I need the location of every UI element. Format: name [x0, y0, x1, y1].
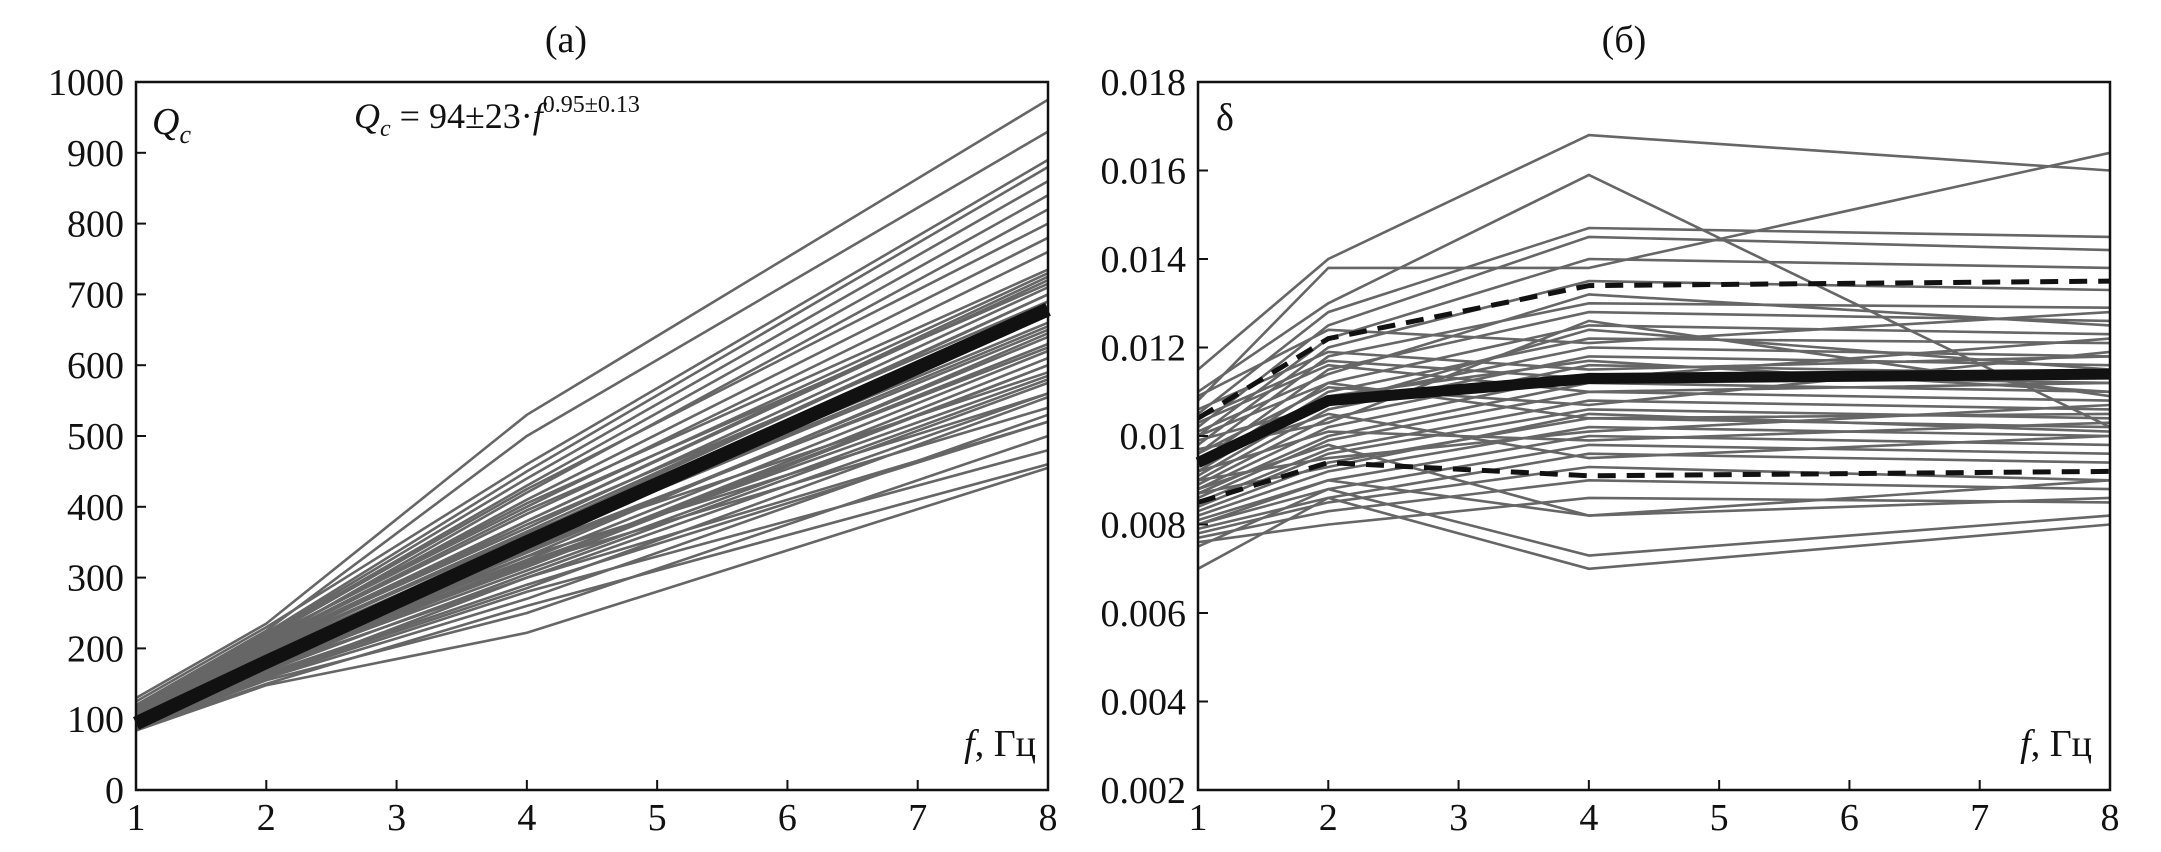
panel-b-series-line-36 [1197, 310, 2111, 398]
panel-b-series-line-18 [1197, 399, 2111, 504]
panel-b-series-line-37 [1197, 328, 2111, 442]
panel-b-series-line-2 [1197, 173, 2111, 429]
panel-b-series-line-3 [1197, 151, 2111, 402]
panel-a-series-line-16 [135, 158, 1049, 703]
panel-a-title: (а) [545, 19, 587, 61]
panel-a-x-tick-label: 1 [127, 797, 146, 839]
panel-a-x-axis-label: f, Гц [964, 723, 1036, 765]
panel-a-x-tick-label: 3 [387, 797, 406, 839]
panel-a-y-tick-label: 800 [67, 204, 124, 246]
panel-b-series-line-9 [1197, 310, 2111, 464]
panel-a-y-tick-label: 500 [67, 416, 124, 458]
panel-b-mean-line-group [1195, 368, 2111, 468]
panel-a-y-ticks: 0 100 200 300 400 500 600 700 800 900 1000 [48, 62, 146, 812]
panel-b-series-line-42 [1197, 337, 2111, 420]
panel-b-series-line-26 [1197, 478, 2111, 540]
panel-a-x-tick-label: 4 [517, 797, 536, 839]
panel-b-y-axis-label: δ [1216, 97, 1234, 139]
panel-b-series-line-41 [1197, 293, 2111, 433]
panel-b-series-line-8 [1197, 301, 2111, 455]
panel-a-series-line-43 [135, 275, 1049, 712]
panel-b-series-line-5 [1197, 235, 2111, 429]
panel-a-y-tick-label: 900 [67, 133, 124, 175]
panel-b-y-tick-label: 0.01 [1120, 416, 1187, 458]
panel-b-series-line-22 [1197, 434, 2111, 522]
panel-b-series-line-40 [1197, 403, 2111, 482]
panel-a-individual-lines [135, 98, 1049, 732]
panel-a-y-tick-label: 200 [67, 628, 124, 670]
panel-a-series-line-45 [135, 268, 1049, 710]
panel-a-y-tick-label: 300 [67, 558, 124, 600]
panel-b-y-tick-label: 0.008 [1101, 505, 1187, 547]
panel-a-x-tick-label: 2 [257, 797, 276, 839]
panel-b-y-tick-label: 0.002 [1101, 770, 1187, 812]
panel-b-series-line-39 [1197, 421, 2111, 473]
panel-b-x-tick-label: 2 [1319, 797, 1338, 839]
panel-b-series-line-12 [1197, 346, 2111, 477]
panel-b-x-tick-label: 3 [1449, 797, 1468, 839]
panel-b-series-line-13 [1197, 355, 2111, 482]
panel-a-x-tick-label: 6 [778, 797, 797, 839]
panel-a-series-line-44 [135, 282, 1049, 711]
panel-b-individual-lines [1197, 133, 2111, 571]
panel-b-series-line-33 [1197, 381, 2111, 438]
panel-a-y-tick-label: 600 [67, 345, 124, 387]
panel-b-lower-bound-line [1197, 460, 2111, 505]
panel-a-series-line-33 [135, 165, 1049, 707]
panel-b-x-tick-label: 4 [1579, 797, 1598, 839]
panel-b-series-line-10 [1197, 324, 2111, 469]
panel-a-x-ticks: 1 2 3 4 5 6 7 8 [127, 780, 1058, 839]
panel-b-x-tick-label: 7 [1970, 797, 1989, 839]
panel-b-series-line-30 [1197, 478, 2111, 526]
panel-b-y-tick-label: 0.012 [1101, 328, 1187, 370]
panel-b-bound-lines [1196, 278, 2111, 505]
panel-a-mean-line-group [133, 302, 1051, 730]
panel-a-y-tick-label: 700 [67, 274, 124, 316]
panel-b-series-line-31 [1197, 443, 2111, 517]
panel-b-series-line-29 [1197, 487, 2111, 557]
panel-b-x-tick-label: 1 [1189, 797, 1208, 839]
panel-b-mean-line [1195, 368, 2111, 468]
panel-a-y-tick-label: 400 [67, 487, 124, 529]
panel-a-y-tick-label: 0 [105, 770, 124, 812]
panel-b-y-ticks: 0.002 0.004 0.006 0.008 0.01 0.012 0.014 0.016 0… [1101, 62, 1208, 812]
panel-a-x-tick-label: 7 [908, 797, 927, 839]
panel-b-y-tick-label: 0.016 [1101, 151, 1187, 193]
panel-a-y-tick-label: 100 [67, 699, 124, 741]
panel-a-series-line-42 [135, 293, 1049, 715]
panel-b-y-tick-label: 0.018 [1101, 62, 1187, 104]
panel-b-x-tick-label: 8 [2101, 797, 2120, 839]
panel-b-y-tick-label: 0.014 [1101, 239, 1187, 281]
panel-b-y-tick-label: 0.004 [1101, 682, 1187, 724]
panel-b-y-tick-label: 0.006 [1101, 593, 1187, 635]
panel-b-series-line-1 [1197, 133, 2111, 371]
panel-b-series-line-28 [1197, 496, 2111, 571]
panel-a-series-line-8 [135, 98, 1049, 700]
panel-b-upper-bound-line [1196, 278, 2111, 421]
panel-b-series-line-24 [1197, 452, 2111, 531]
panel-a-series-line-32 [135, 194, 1049, 709]
panel-b-x-ticks: 1 2 3 4 5 6 7 8 [1189, 780, 2120, 839]
panel-b-x-tick-label: 5 [1710, 797, 1729, 839]
panel-a-y-tick-label: 1000 [48, 62, 124, 104]
panel-a-mean-line [133, 302, 1051, 730]
panel-a-series-line-17 [135, 463, 1049, 731]
panel-a-formula: Qc = 94±23·f0.95±0.13 [354, 92, 640, 142]
panel-a-x-tick-label: 5 [648, 797, 667, 839]
panel-a-x-tick-label: 8 [1039, 797, 1058, 839]
panel-a-series-line-34 [135, 466, 1049, 732]
panel-b-x-axis-label: f, Гц [2020, 723, 2092, 765]
panel-b-title: (б) [1602, 19, 1647, 61]
panel-a-series-line-36 [135, 413, 1049, 729]
panel-a-series-line-35 [135, 434, 1049, 730]
panel-a-y-axis-label: Qc [152, 101, 191, 149]
panel-a-chart: (а) 1 2 3 4 5 6 7 8 0 100 200 300 400 500 600 700 800 90… [48, 19, 1058, 839]
panel-b-x-tick-label: 6 [1840, 797, 1859, 839]
panel-b-series-line-6 [1197, 257, 2111, 438]
